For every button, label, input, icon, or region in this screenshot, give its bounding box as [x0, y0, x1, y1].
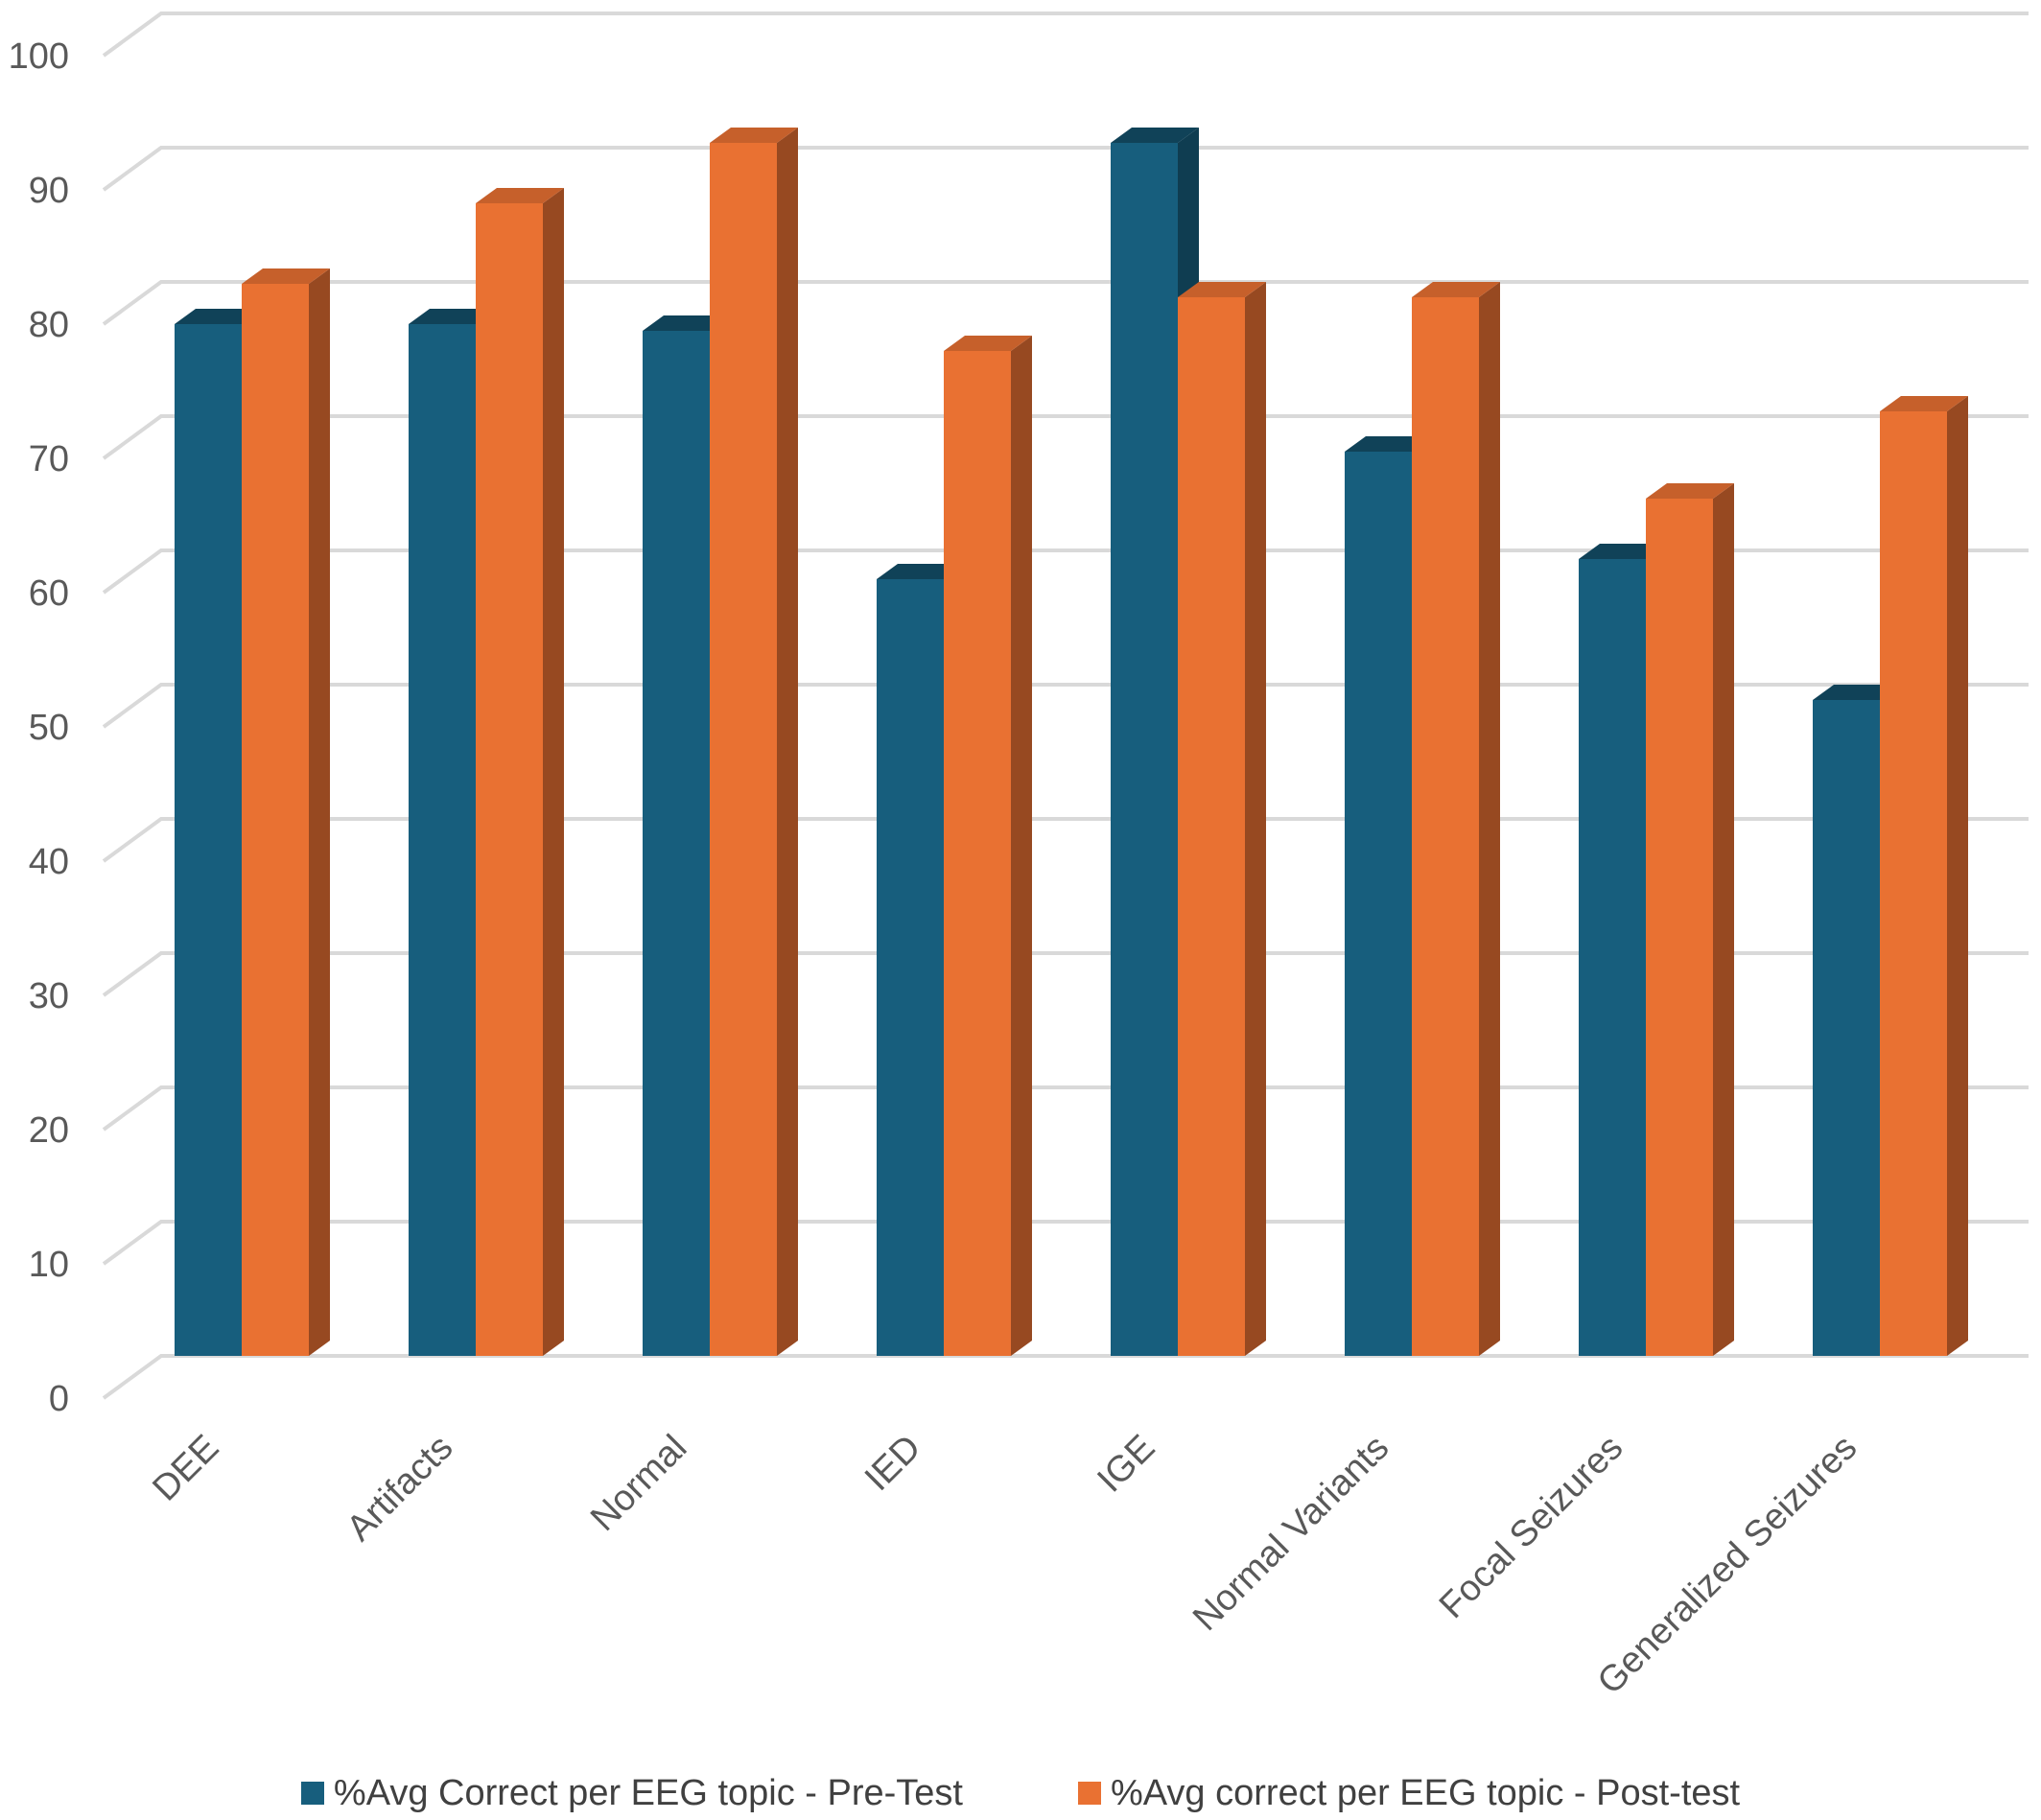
bar-normal-variants-post-test [1412, 282, 1500, 1356]
gridline-100 [102, 12, 2029, 58]
gridline-60 [102, 548, 2029, 595]
y-tick-label-100: 100 [9, 36, 69, 77]
x-axis-labels: DEE Artifacts Normal IED IGE Normal Variants F… [145, 1428, 1865, 1703]
y-axis-ticks: 0 10 20 30 40 50 60 70 80 90 100 [9, 36, 69, 1419]
y-tick-label-70: 70 [29, 439, 69, 479]
gridlines [102, 12, 2029, 1400]
y-tick-label-80: 80 [29, 305, 69, 345]
bar-generalized-seizures-post-test [1880, 396, 1968, 1356]
x-tick-label-normal: Normal [583, 1428, 694, 1539]
bar-normal-post-test [710, 128, 798, 1356]
gridline-10 [102, 1220, 2029, 1266]
x-tick-label-ied: IED [857, 1428, 929, 1500]
y-tick-label-20: 20 [29, 1110, 69, 1151]
legend-item-post-test: %Avg correct per EEG topic - Post-test [1077, 1772, 1741, 1814]
legend-item-pre-test: %Avg Correct per EEG topic - Pre-Test [300, 1772, 963, 1814]
bar-ige-post-test [1178, 282, 1266, 1356]
legend-label-pre-test: %Avg Correct per EEG topic - Pre-Test [333, 1772, 963, 1813]
legend-swatch-post-test [1077, 1782, 1101, 1805]
y-tick-label-10: 10 [29, 1245, 69, 1285]
x-tick-label-artifacts: Artifacts [340, 1428, 461, 1550]
bar-artifacts-post-test [476, 188, 564, 1356]
x-tick-label-generalized-seizures: Generalized Seizures [1590, 1428, 1865, 1703]
gridline-50 [102, 683, 2029, 729]
legend-swatch-pre-test [300, 1782, 324, 1805]
legend-label-post-test: %Avg correct per EEG topic - Post-test [1110, 1772, 1741, 1813]
y-tick-label-60: 60 [29, 573, 69, 614]
x-tick-label-ige: IGE [1090, 1428, 1162, 1501]
y-tick-label-30: 30 [29, 976, 69, 1016]
gridline-70 [102, 414, 2029, 460]
gridline-40 [102, 817, 2029, 863]
bar-dee-post-test [242, 268, 330, 1356]
y-tick-label-40: 40 [29, 842, 69, 882]
y-tick-label-0: 0 [49, 1379, 69, 1419]
gridline-0 [102, 1354, 2029, 1400]
x-tick-label-normal-variants: Normal Variants [1185, 1428, 1396, 1639]
x-tick-label-dee: DEE [145, 1428, 226, 1509]
y-tick-label-90: 90 [29, 171, 69, 211]
x-tick-label-focal-seizures: Focal Seizures [1432, 1428, 1630, 1626]
legend: %Avg Correct per EEG topic - Pre-Test %A… [0, 1772, 2041, 1814]
bars [175, 128, 1968, 1356]
bar-ied-post-test [944, 336, 1032, 1356]
y-tick-label-50: 50 [29, 708, 69, 748]
gridline-80 [102, 280, 2029, 326]
gridline-90 [102, 146, 2029, 192]
bar-focal-seizures-post-test [1646, 483, 1734, 1356]
gridline-20 [102, 1085, 2029, 1132]
gridline-30 [102, 951, 2029, 997]
